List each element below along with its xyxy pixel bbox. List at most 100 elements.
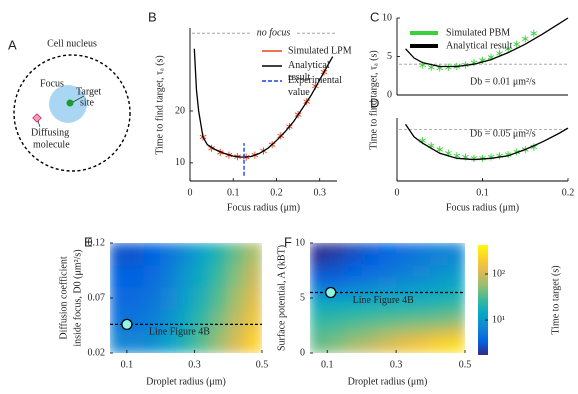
marker-point: [325, 286, 337, 299]
y-tick-label: 10: [175, 157, 185, 168]
heatmap-cell: [343, 319, 363, 332]
x-tick-label: 0.3: [390, 359, 403, 370]
heatmap-cell: [110, 243, 128, 266]
heatmap: [310, 243, 465, 353]
heatmap-cell: [160, 330, 179, 353]
heatmap-cell: [343, 297, 363, 310]
x-tick-label: 0.1: [121, 359, 134, 370]
heatmap-cell: [210, 330, 229, 353]
heatmap-cell: [343, 243, 363, 255]
heatmap-cell: [210, 308, 229, 332]
heatmap-cell: [326, 275, 345, 288]
heatmap-cell: [177, 330, 195, 353]
heatmap-cell: [395, 297, 414, 310]
heatmap-cell: [160, 243, 179, 266]
x-tick-label: 0: [395, 187, 400, 198]
panel-label: A: [8, 37, 17, 52]
reference-label: no focus: [257, 27, 291, 38]
heatmap-cell: [395, 286, 414, 299]
heatmap-cell: [310, 243, 328, 255]
heatmap-cell: [193, 308, 212, 332]
heatmap-cell: [412, 330, 432, 343]
heatmap-cell: [193, 243, 212, 266]
heatmap-cell: [210, 286, 229, 310]
heatmap-cell: [244, 243, 262, 266]
diagram: Cell nucleus Focus Target site Diffusing…: [13, 38, 131, 172]
legend-label: Simulated PBM: [446, 27, 510, 38]
panel-label: D: [370, 95, 379, 110]
heatmap-cell: [310, 275, 328, 288]
heatmap-cell: [326, 243, 345, 255]
heatmap-cell: [378, 275, 397, 288]
panel-label: E: [84, 234, 93, 249]
data-line: [405, 17, 569, 68]
heatmap-cell: [310, 264, 328, 277]
y-axis-label: inside focus, D0 (μm²/s): [72, 249, 83, 346]
heatmap-cell: [177, 243, 195, 266]
heatmap-cell: [126, 264, 145, 288]
heatmap-cell: [361, 275, 380, 288]
heatmap-cell: [160, 308, 179, 332]
annotation: Db = 0.01 μm²/s: [470, 76, 536, 87]
heatmap-cell: [326, 330, 345, 343]
heatmap-cell: [343, 341, 363, 353]
data-point: [487, 153, 495, 161]
heatmap-cell: [343, 286, 363, 299]
heatmap-cell: [343, 264, 363, 277]
colorbar-tick-label: 10¹: [492, 314, 505, 325]
nucleus-outline: [13, 54, 131, 172]
y-tick-label: 0: [387, 89, 392, 100]
x-tick-label: 0.3: [313, 187, 326, 198]
x-axis-label: Droplet radius (μm): [146, 376, 226, 387]
x-axis-label: Droplet radius (μm): [348, 376, 428, 387]
heatmap-cell: [310, 308, 328, 321]
heatmap-cell: [110, 286, 128, 310]
molecule-label: Diffusing: [31, 127, 69, 138]
heatmap-cell: [361, 243, 380, 255]
heatmap-cells: [110, 243, 262, 353]
data-point: [470, 59, 478, 67]
heatmap-cell: [310, 341, 328, 353]
heatmap-cell: [227, 264, 246, 288]
x-tick-label: 0: [188, 187, 193, 198]
heatmap-cell: [412, 264, 432, 277]
heatmap-cell: [447, 243, 465, 255]
data-line: [405, 123, 569, 161]
x-tick-label: 0.1: [227, 187, 240, 198]
colorbar-label: Time to target (s): [550, 265, 561, 334]
diffusing-molecule: [32, 113, 42, 123]
heatmap-cell: [160, 264, 179, 288]
heatmap-cell: [395, 308, 414, 321]
target-pointer: [72, 95, 85, 103]
heatmap-cell: [310, 330, 328, 343]
heatmap-cell: [378, 243, 397, 255]
data-point: [470, 154, 478, 162]
heatmap-cell: [430, 253, 449, 266]
x-tick-label: 0.2: [562, 187, 575, 198]
data-point: [444, 63, 452, 71]
marker-label: Line Figure 4B: [149, 327, 210, 338]
heatmap-cell: [361, 341, 380, 353]
heatmap-cell: [395, 264, 414, 277]
heatmap-cell: [310, 286, 328, 299]
heatmap-cell: [227, 243, 246, 266]
heatmap-cell: [193, 330, 212, 353]
heatmap-cell: [227, 308, 246, 332]
y-tick-label: 20: [175, 105, 185, 116]
heatmap-cell: [378, 253, 397, 266]
heatmap-cell: [126, 330, 145, 353]
x-axis-label: Focus radius (μm): [446, 202, 519, 213]
heatmap-cell: [193, 264, 212, 288]
data-point: [513, 40, 521, 48]
heatmap-cell: [430, 330, 449, 343]
heatmap-cell: [412, 297, 432, 310]
marker-label: Line Figure 4B: [353, 295, 414, 306]
heatmap-cell: [447, 297, 465, 310]
heatmap-cell: [430, 264, 449, 277]
data-point: [521, 35, 529, 43]
heatmap-cell: [177, 264, 195, 288]
heatmap-cell: [326, 264, 345, 277]
heatmap-cell: [210, 264, 229, 288]
heatmap-cell: [326, 297, 345, 310]
x-axis-label: Focus radius (μm): [227, 202, 300, 213]
